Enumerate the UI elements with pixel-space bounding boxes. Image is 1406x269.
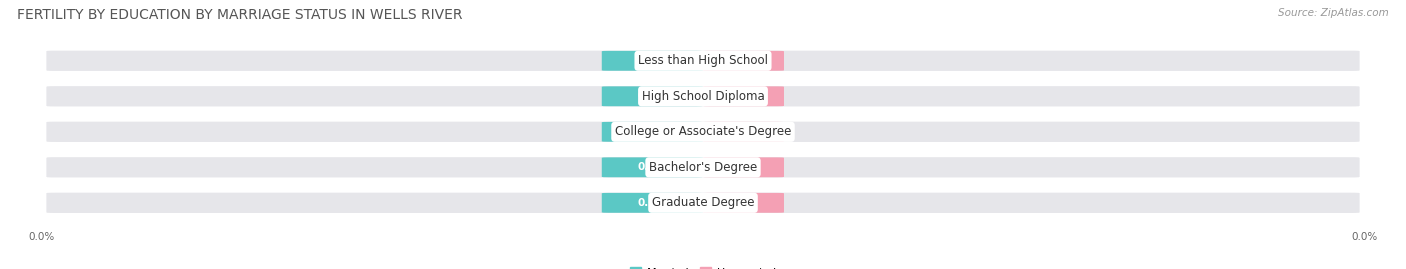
FancyBboxPatch shape: [45, 120, 1361, 143]
Legend: Married, Unmarried: Married, Unmarried: [626, 263, 780, 269]
FancyBboxPatch shape: [703, 86, 785, 106]
FancyBboxPatch shape: [602, 51, 703, 71]
FancyBboxPatch shape: [602, 122, 703, 142]
FancyBboxPatch shape: [703, 122, 785, 142]
FancyBboxPatch shape: [602, 157, 703, 177]
Text: Source: ZipAtlas.com: Source: ZipAtlas.com: [1278, 8, 1389, 18]
Text: 0.0%: 0.0%: [638, 56, 666, 66]
FancyBboxPatch shape: [703, 157, 785, 177]
FancyBboxPatch shape: [45, 156, 1361, 179]
Text: 0.0%: 0.0%: [728, 198, 758, 208]
FancyBboxPatch shape: [45, 85, 1361, 108]
Text: 0.0%: 0.0%: [728, 127, 758, 137]
Text: 0.0%: 0.0%: [728, 91, 758, 101]
FancyBboxPatch shape: [703, 193, 785, 213]
Text: 0.0%: 0.0%: [638, 162, 666, 172]
Text: 0.0%: 0.0%: [728, 162, 758, 172]
Text: 0.0%: 0.0%: [638, 91, 666, 101]
FancyBboxPatch shape: [45, 49, 1361, 72]
Text: 0.0%: 0.0%: [28, 232, 55, 242]
Text: 0.0%: 0.0%: [638, 127, 666, 137]
FancyBboxPatch shape: [703, 51, 785, 71]
Text: 0.0%: 0.0%: [638, 198, 666, 208]
FancyBboxPatch shape: [602, 86, 703, 106]
FancyBboxPatch shape: [45, 191, 1361, 214]
Text: Less than High School: Less than High School: [638, 54, 768, 67]
Text: Bachelor's Degree: Bachelor's Degree: [650, 161, 756, 174]
Text: Graduate Degree: Graduate Degree: [652, 196, 754, 209]
Text: College or Associate's Degree: College or Associate's Degree: [614, 125, 792, 138]
Text: FERTILITY BY EDUCATION BY MARRIAGE STATUS IN WELLS RIVER: FERTILITY BY EDUCATION BY MARRIAGE STATU…: [17, 8, 463, 22]
FancyBboxPatch shape: [602, 193, 703, 213]
Text: 0.0%: 0.0%: [728, 56, 758, 66]
Text: 0.0%: 0.0%: [1351, 232, 1378, 242]
Text: High School Diploma: High School Diploma: [641, 90, 765, 103]
